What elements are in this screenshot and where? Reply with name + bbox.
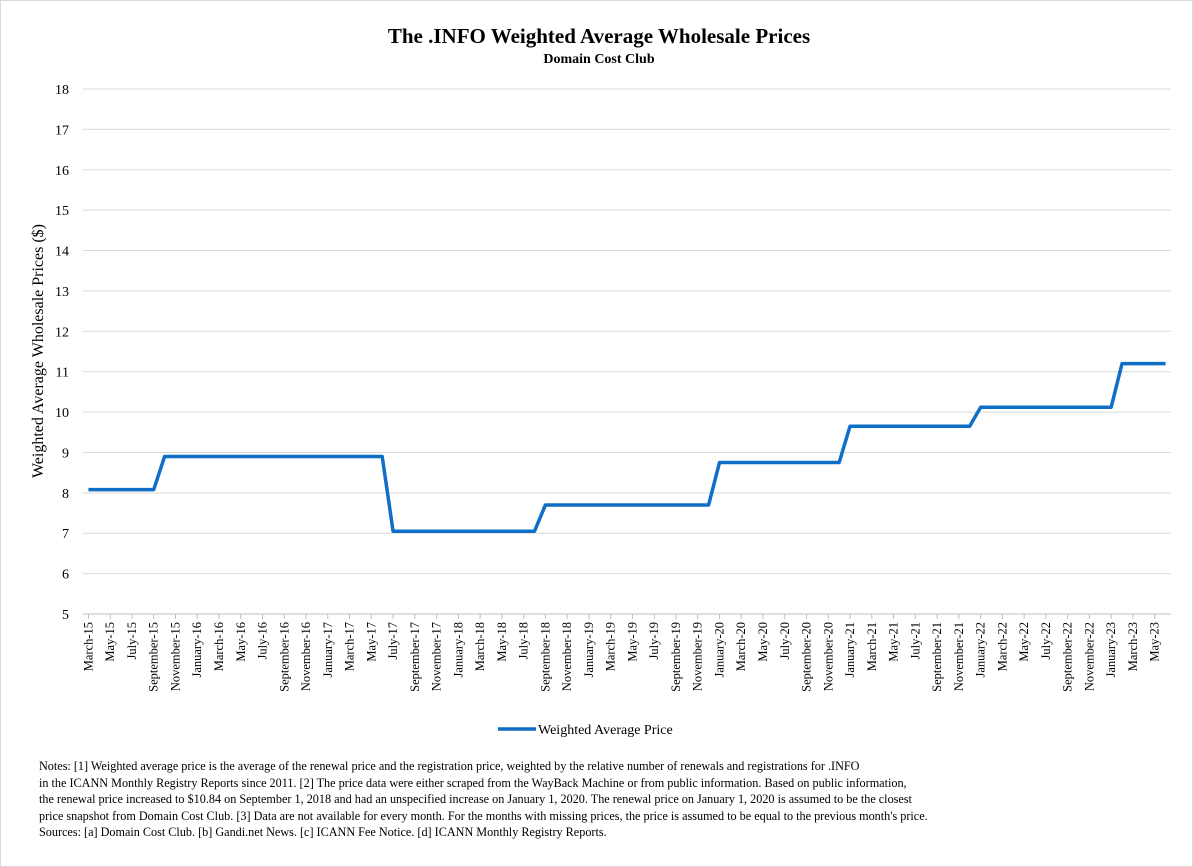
data-line	[88, 361, 1166, 533]
y-tick-label: 7	[62, 527, 69, 542]
y-tick-label: 18	[55, 83, 69, 98]
notes: Notes: [1] Weighted average price is the…	[39, 758, 1189, 841]
x-tick-label: May-19	[625, 622, 639, 662]
legend-label: Weighted Average Price	[538, 723, 673, 738]
x-tick-label: January-22	[974, 622, 988, 678]
x-tick-label: May-16	[234, 622, 248, 662]
x-tick-label: September-17	[408, 622, 422, 692]
y-tick-label: 13	[55, 285, 69, 300]
x-tick-label: July-17	[386, 622, 400, 660]
x-tick-label: November-18	[560, 622, 574, 691]
x-tick-label: July-15	[125, 622, 139, 660]
y-axis-label: Weighted Average Wholesale Prices ($)	[30, 224, 47, 478]
x-tick-label: May-22	[1017, 622, 1031, 662]
x-tick-label: January-16	[190, 622, 204, 678]
x-tick-label: May-17	[364, 622, 378, 662]
x-tick-label: May-21	[887, 622, 901, 662]
x-tick-label: May-18	[495, 622, 509, 662]
x-tick-label: March-20	[734, 622, 748, 671]
x-tick-label: July-21	[908, 622, 922, 660]
x-tick-label: May-15	[103, 622, 117, 662]
x-tick-label: November-17	[430, 622, 444, 691]
y-tick-label: 6	[62, 568, 69, 583]
x-tick-label: July-18	[517, 622, 531, 660]
x-tick-label: March-22	[995, 622, 1009, 671]
x-tick-label: September-18	[538, 622, 552, 692]
note-line: price snapshot from Domain Cost Club. [3…	[39, 808, 928, 823]
chart-title: The .INFO Weighted Average Wholesale Pri…	[388, 24, 810, 48]
x-tick-label: November-22	[1082, 622, 1096, 691]
x-tick-label: March-15	[81, 622, 95, 671]
y-tick-label: 14	[55, 245, 69, 260]
x-tick-label: July-19	[647, 622, 661, 660]
x-tick-label: January-18	[451, 622, 465, 678]
note-line: in the ICANN Monthly Registry Reports si…	[39, 775, 907, 790]
x-tick-label: September-20	[800, 622, 814, 692]
x-tick-label: March-21	[865, 622, 879, 671]
y-tick-label: 9	[62, 446, 69, 461]
x-tick-label: September-15	[147, 622, 161, 692]
chart: The .INFO Weighted Average Wholesale Pri…	[30, 24, 1171, 738]
x-tick-label: March-19	[604, 622, 618, 671]
x-tick-label: March-16	[212, 622, 226, 671]
y-tick-label: 17	[55, 123, 69, 138]
x-tick-label: November-15	[168, 622, 182, 691]
x-tick-label: January-23	[1104, 622, 1118, 678]
x-tick-label: January-20	[712, 622, 726, 678]
y-tick-label: 16	[55, 164, 69, 179]
x-tick-label: September-22	[1061, 622, 1075, 692]
x-tick-label: July-20	[778, 622, 792, 660]
x-tick-label: November-16	[299, 622, 313, 691]
x-tick-label: March-18	[473, 622, 487, 671]
y-tick-label: 5	[62, 608, 69, 623]
x-tick-label: September-21	[930, 622, 944, 692]
chart-subtitle: Domain Cost Club	[543, 52, 654, 67]
x-tick-label: January-17	[321, 622, 335, 678]
x-tick-label: May-20	[756, 622, 770, 662]
x-tick-label: March-23	[1126, 622, 1140, 671]
x-tick-label: January-19	[582, 622, 596, 678]
x-tick-label: November-20	[821, 622, 835, 691]
note-line: the renewal price increased to $10.84 on…	[39, 792, 912, 807]
x-tick-label: January-21	[843, 622, 857, 678]
x-tick-label: November-21	[952, 622, 966, 691]
note-line: Sources: [a] Domain Cost Club. [b] Gandi…	[39, 825, 607, 840]
note-line: Notes: [1] Weighted average price is the…	[39, 759, 860, 773]
x-tick-label: May-23	[1148, 622, 1162, 662]
x-tick-label: September-16	[277, 622, 291, 692]
x-tick-label: July-16	[256, 622, 270, 660]
x-tick-label: March-17	[343, 622, 357, 671]
y-tick-label: 12	[55, 325, 69, 340]
y-tick-label: 15	[55, 204, 69, 219]
y-tick-label: 11	[56, 366, 69, 381]
x-tick-label: September-19	[669, 622, 683, 692]
x-tick-label: July-22	[1039, 622, 1053, 660]
y-tick-label: 10	[55, 406, 69, 421]
y-tick-label: 8	[62, 487, 69, 502]
x-tick-label: November-19	[691, 622, 705, 691]
